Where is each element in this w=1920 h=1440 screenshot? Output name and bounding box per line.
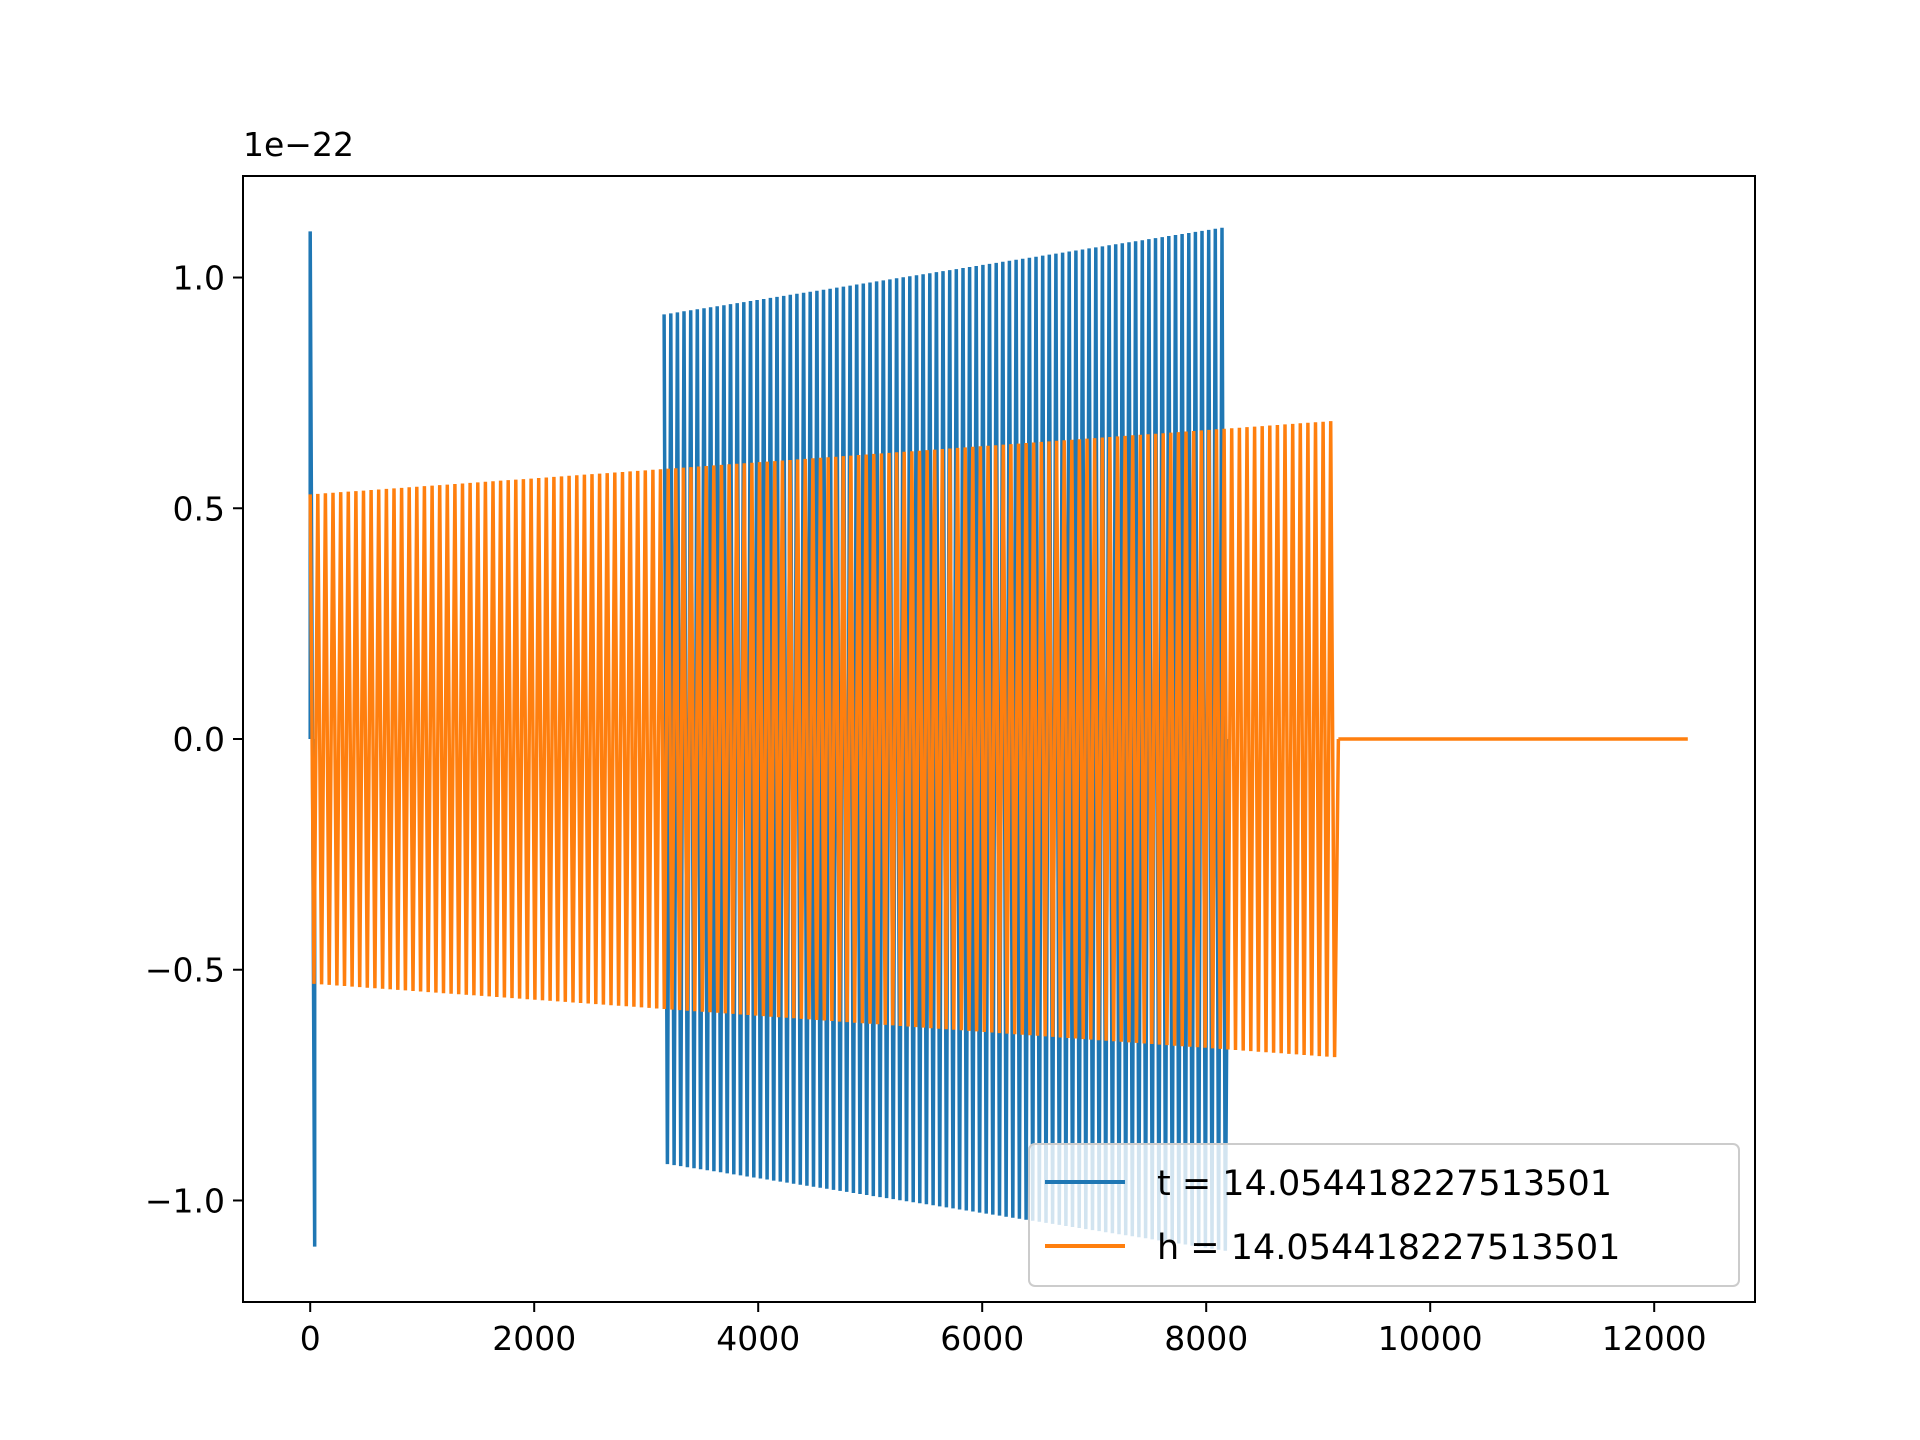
x-tick-label: 2000: [492, 1319, 576, 1358]
x-tick-label: 6000: [940, 1319, 1024, 1358]
x-tick-label: 12000: [1602, 1319, 1707, 1358]
y-tick-label: 0.5: [173, 489, 225, 528]
legend: t = 14.054418227513501 h = 14.05441822751…: [1028, 1143, 1740, 1287]
y-tick-label: 1.0: [173, 259, 225, 298]
x-axis: 0 2000 4000 6000 8000 10000 12000: [300, 1302, 1707, 1358]
y-tick-label: 0.0: [173, 720, 225, 759]
legend-label: t = 14.054418227513501: [1157, 1164, 1612, 1204]
x-tick-label: 0: [300, 1319, 321, 1358]
y-tick-label: −1.0: [145, 1181, 225, 1220]
plot-lines: [308, 227, 1688, 1251]
x-tick-label: 10000: [1378, 1319, 1483, 1358]
y-tick-label: −0.5: [145, 951, 225, 990]
y-axis: −1.0 −0.5 0.0 0.5 1.0: [145, 259, 243, 1220]
x-tick-label: 4000: [716, 1319, 800, 1358]
y-offset-label: 1e−22: [243, 125, 354, 164]
legend-label: h = 14.054418227513501: [1157, 1228, 1620, 1268]
series-line-2: [308, 421, 1688, 1058]
x-tick-label: 8000: [1164, 1319, 1248, 1358]
legend-box: [1028, 1143, 1740, 1287]
